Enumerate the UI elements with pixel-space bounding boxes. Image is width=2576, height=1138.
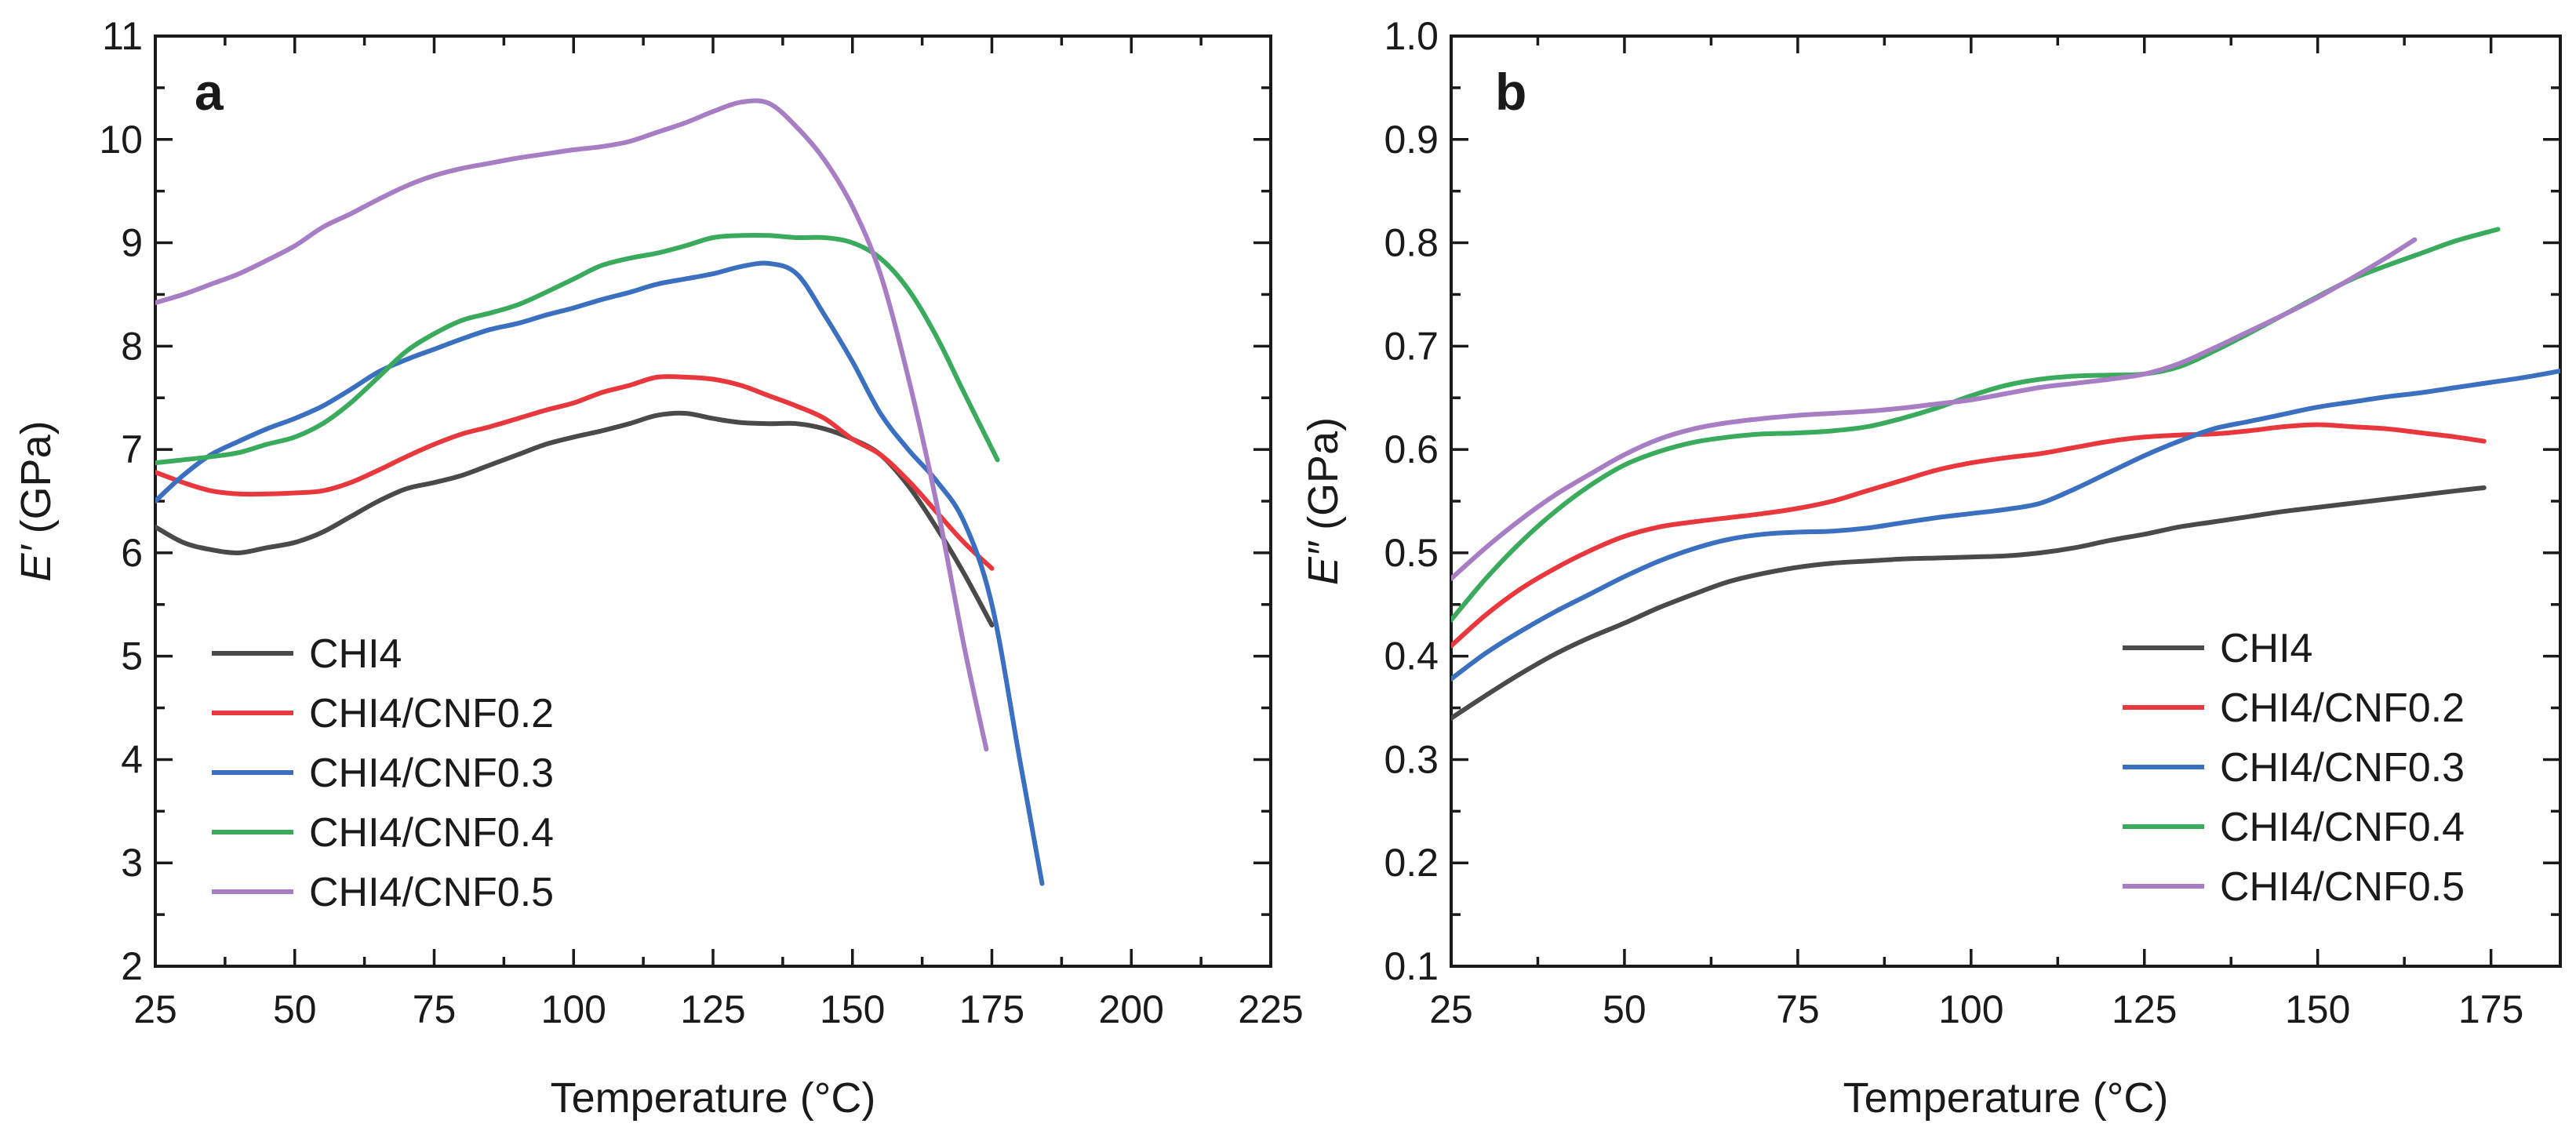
y-tick-label: 0.6	[1384, 427, 1439, 471]
series-line-chi4-cnf0-3	[155, 260, 1045, 886]
y-tick-label: 3	[121, 841, 143, 885]
y-tick-label: 9	[121, 221, 143, 265]
legend-label: CHI4/CNF0.2	[309, 691, 554, 736]
x-tick-label: 100	[541, 987, 606, 1031]
y-tick-label: 7	[121, 427, 143, 471]
y-tick-label: 4	[121, 737, 143, 781]
legend-b: CHI4 CHI4/CNF0.2 CHI4/CNF0.3 CHI4/CNF0.4 CHI…	[2123, 626, 2465, 910]
y-tick-label: 0.1	[1384, 944, 1439, 988]
legend-label: CHI4/CNF0.5	[2220, 864, 2465, 910]
x-tick-label: 150	[2285, 987, 2350, 1031]
y-tick-label: 10	[99, 118, 143, 162]
legend-label: CHI4	[309, 631, 402, 677]
axis-ticks-a: 25 50 75 100 125 150 175 200 225 2 3 4 5 6 7 8 9 10 11	[99, 14, 1303, 1031]
legend-label: CHI4/CNF0.4	[309, 810, 554, 856]
y-tick-label: 6	[121, 531, 143, 575]
x-tick-label: 25	[1429, 987, 1473, 1031]
legend-item: CHI4/CNF0.4	[212, 810, 554, 856]
series-line-chi4-cnf0-3	[1451, 369, 2560, 682]
x-tick-label: 200	[1099, 987, 1164, 1031]
series-line-chi4-cnf0-2	[155, 373, 995, 571]
y-tick-label: 8	[121, 324, 143, 368]
x-tick-label: 75	[1776, 987, 1820, 1031]
axis-ticks-b: 25 50 75 100 125 150 175 0.1 0.2 0.3 0.4 0.5 0.6 0.7 0…	[1384, 14, 2560, 1031]
y-axis-var-b: E″	[1300, 540, 1347, 585]
x-tick-label: 150	[820, 987, 885, 1031]
x-axis-title-b: Temperature (°C)	[1843, 1074, 2169, 1122]
series-group-b	[1451, 227, 2560, 721]
legend-label: CHI4/CNF0.3	[2220, 745, 2465, 791]
y-tick-label: 0.9	[1384, 118, 1439, 162]
legend-item: CHI4/CNF0.2	[212, 691, 554, 736]
y-axis-var-a: E′	[13, 544, 60, 582]
y-tick-label: 0.8	[1384, 221, 1439, 265]
legend-item: CHI4/CNF0.5	[2123, 864, 2465, 910]
x-tick-label: 100	[1938, 987, 2003, 1031]
x-tick-label: 75	[413, 987, 457, 1031]
legend-label: CHI4	[2220, 626, 2312, 671]
x-axis-title-a: Temperature (°C)	[551, 1074, 876, 1122]
series-line-chi4-cnf0-4	[155, 233, 1000, 466]
y-axis-unit-a: (GPa)	[13, 420, 60, 545]
x-tick-label: 50	[1603, 987, 1646, 1031]
x-tick-label: 25	[133, 987, 177, 1031]
y-axis-title-b: E″ (GPa)	[1300, 417, 1347, 585]
x-tick-label: 125	[2112, 987, 2177, 1031]
legend-label: CHI4/CNF0.4	[2220, 805, 2465, 850]
series-line-chi4-cnf0-5	[155, 98, 989, 752]
series-line-chi4-cnf0-5	[1451, 237, 2418, 581]
y-tick-label: 1.0	[1384, 14, 1439, 58]
x-tick-label: 125	[680, 987, 745, 1031]
x-tick-label: 175	[2458, 987, 2523, 1031]
series-line-chi4	[1451, 485, 2487, 721]
legend-item: CHI4/CNF0.2	[2123, 685, 2465, 731]
y-tick-label: 0.2	[1384, 841, 1439, 885]
x-tick-label: 175	[959, 987, 1024, 1031]
y-tick-label: 0.7	[1384, 324, 1439, 368]
legend-item: CHI4	[212, 631, 402, 677]
series-line-chi4-cnf0-2	[1451, 422, 2487, 649]
panel-letter-b: b	[1495, 63, 1526, 121]
legend-item: CHI4/CNF0.5	[212, 870, 554, 915]
y-tick-label: 0.3	[1384, 737, 1439, 781]
panel-letter-a: a	[195, 63, 224, 121]
y-tick-label: 0.5	[1384, 531, 1439, 575]
y-tick-label: 0.4	[1384, 634, 1439, 678]
legend-a: CHI4 CHI4/CNF0.2 CHI4/CNF0.3 CHI4/CNF0.4 CHI…	[212, 631, 554, 915]
legend-item: CHI4/CNF0.3	[2123, 745, 2465, 791]
panel-b: 25 50 75 100 125 150 175 0.1 0.2 0.3 0.4 0.5 0.6 0.7 0…	[1300, 14, 2562, 1122]
y-tick-label: 5	[121, 634, 143, 678]
y-axis-unit-b: (GPa)	[1300, 417, 1347, 542]
y-axis-title-a: E′ (GPa)	[13, 420, 60, 581]
series-group-a	[155, 98, 1045, 886]
legend-item: CHI4/CNF0.4	[2123, 805, 2465, 850]
y-tick-label: 2	[121, 944, 143, 988]
legend-item: CHI4/CNF0.3	[212, 751, 554, 796]
legend-label: CHI4/CNF0.2	[2220, 685, 2465, 731]
x-tick-label: 50	[273, 987, 317, 1031]
y-tick-label: 11	[102, 14, 143, 58]
legend-item: CHI4	[2123, 626, 2312, 671]
legend-label: CHI4/CNF0.3	[309, 751, 554, 796]
legend-label: CHI4/CNF0.5	[309, 870, 554, 915]
panel-a: 25 50 75 100 125 150 175 200 225 2 3 4 5 6 7 8 9 10 11 a T…	[13, 14, 1304, 1122]
x-tick-label: 225	[1238, 987, 1303, 1031]
